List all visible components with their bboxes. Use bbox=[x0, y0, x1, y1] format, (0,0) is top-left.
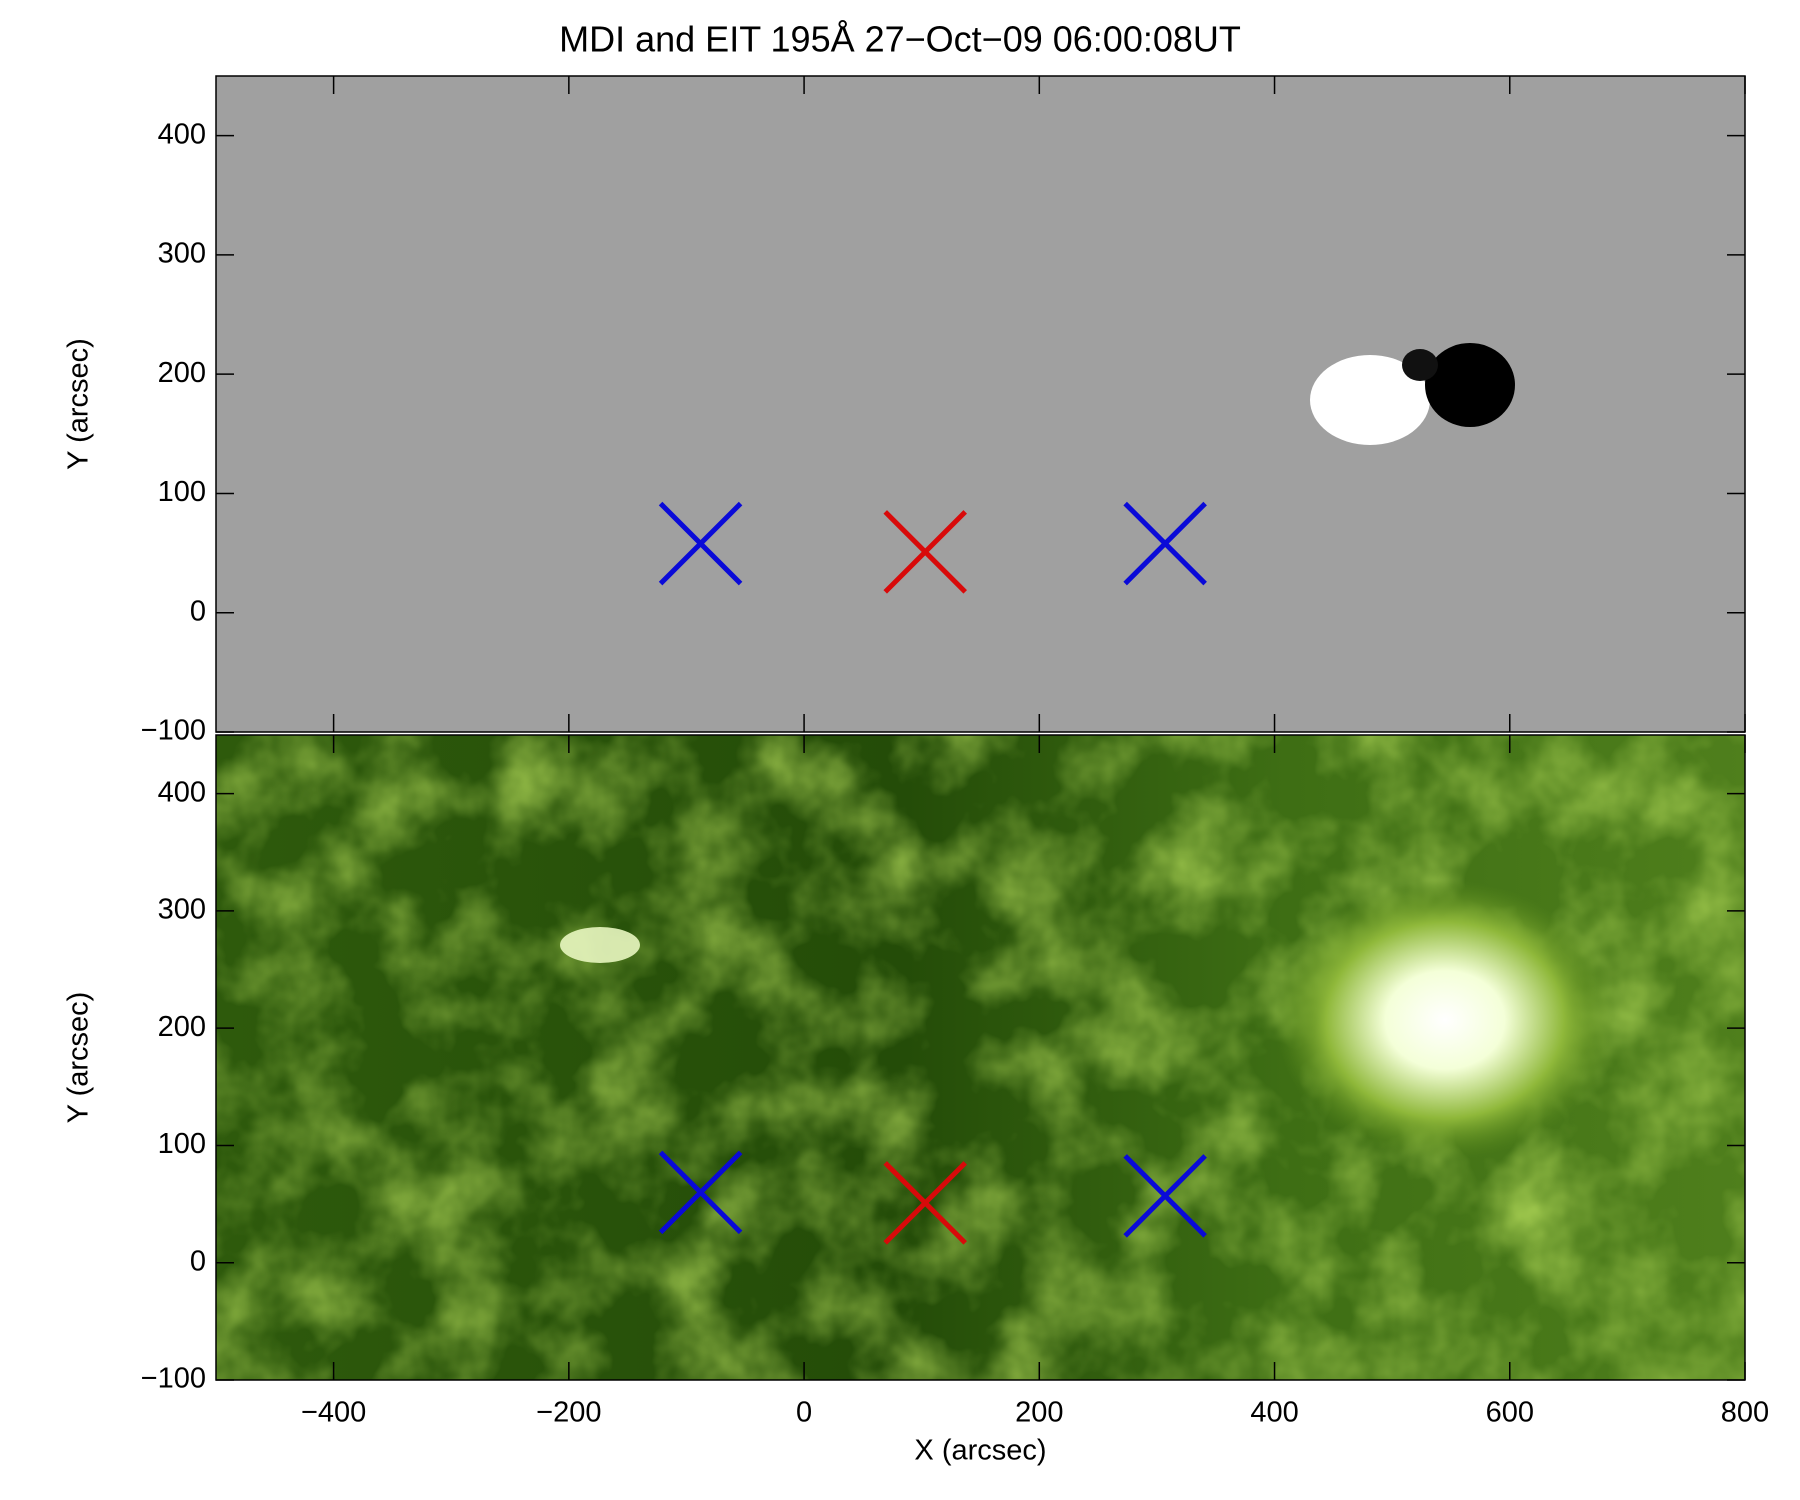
x-marker bbox=[883, 510, 967, 594]
y-tick-label: 100 bbox=[158, 1128, 206, 1160]
y-tick-label: 200 bbox=[158, 1011, 206, 1043]
x-axis-label: X (arcsec) bbox=[914, 1435, 1046, 1467]
x-tick-label: −400 bbox=[301, 1397, 366, 1429]
y-tick-label: 200 bbox=[158, 357, 206, 389]
plot-frame bbox=[215, 734, 1746, 1381]
plot-frame bbox=[215, 75, 1746, 733]
x-marker bbox=[658, 1150, 743, 1235]
x-tick-label: 600 bbox=[1486, 1397, 1534, 1429]
y-tick-label: 0 bbox=[190, 1245, 206, 1277]
y-tick-label: 300 bbox=[158, 238, 206, 270]
x-tick-label: 800 bbox=[1721, 1397, 1769, 1429]
x-tick-label: 200 bbox=[1015, 1397, 1063, 1429]
y-tick-label: 300 bbox=[158, 894, 206, 926]
x-tick-label: 0 bbox=[796, 1397, 812, 1429]
chart-title: MDI and EIT 195Å 27−Oct−09 06:00:08UT bbox=[559, 19, 1241, 60]
x-tick-label: 400 bbox=[1250, 1397, 1298, 1429]
x-marker bbox=[883, 1161, 967, 1245]
y-tick-label: 0 bbox=[190, 595, 206, 627]
y-tick-label: −100 bbox=[141, 1363, 206, 1395]
y-tick-label: −100 bbox=[141, 715, 206, 747]
x-marker bbox=[1123, 501, 1207, 586]
y-axis-label: Y (arcsec) bbox=[63, 338, 95, 470]
y-tick-label: 400 bbox=[158, 118, 206, 150]
x-marker bbox=[1123, 1154, 1207, 1238]
y-tick-label: 400 bbox=[158, 776, 206, 808]
eit-image bbox=[216, 735, 1745, 1380]
x-tick-label: −200 bbox=[536, 1397, 601, 1429]
magnetogram-image bbox=[216, 76, 1745, 732]
y-tick-label: 100 bbox=[158, 476, 206, 508]
x-marker bbox=[658, 501, 743, 586]
y-axis-label: Y (arcsec) bbox=[63, 992, 95, 1124]
